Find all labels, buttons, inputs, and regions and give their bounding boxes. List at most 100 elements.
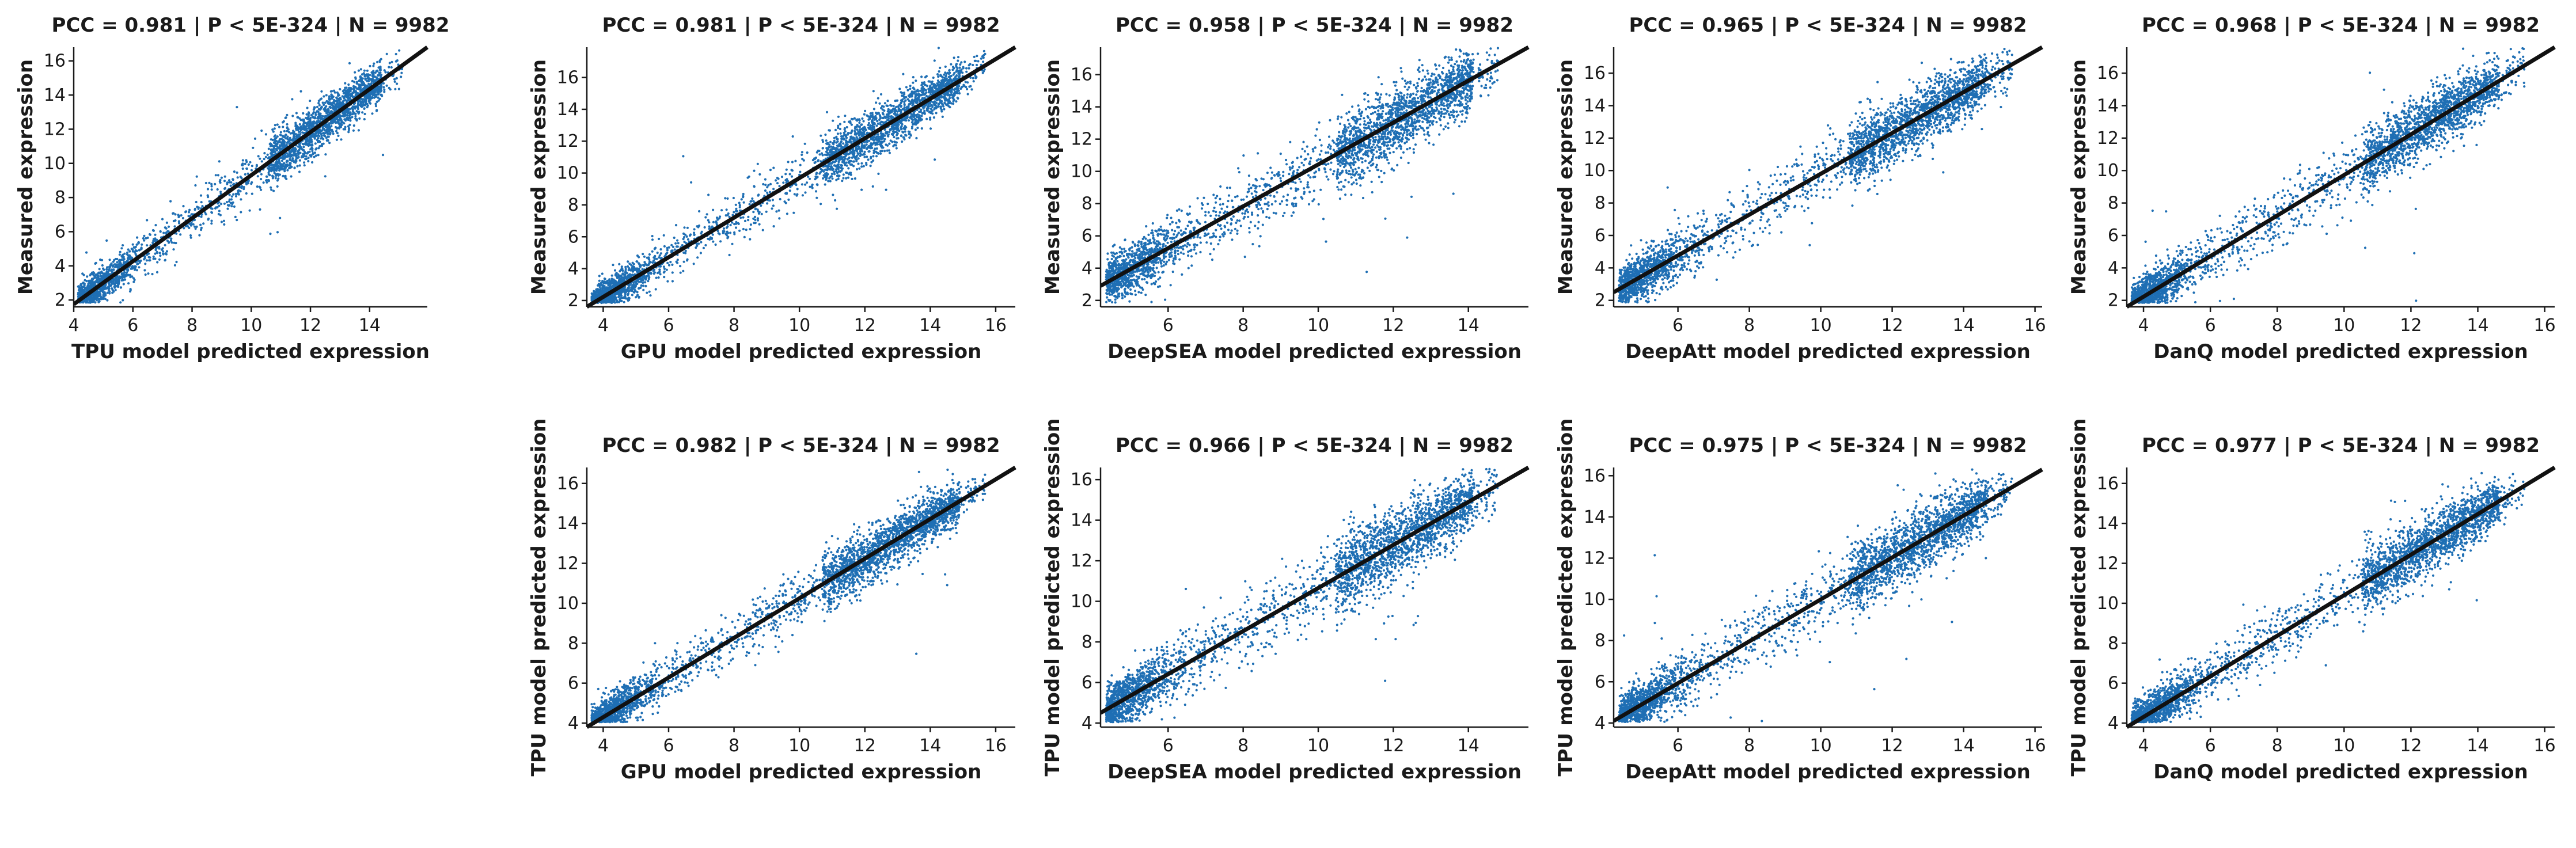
data-point bbox=[276, 231, 279, 234]
data-point bbox=[327, 135, 329, 138]
data-point bbox=[189, 234, 192, 237]
data-point bbox=[847, 161, 850, 164]
data-point bbox=[366, 79, 369, 83]
data-point bbox=[342, 100, 344, 103]
data-point bbox=[361, 73, 364, 76]
data-point bbox=[240, 177, 243, 180]
data-point bbox=[219, 178, 222, 181]
data-point bbox=[101, 272, 104, 275]
data-point bbox=[166, 239, 169, 242]
data-point bbox=[113, 258, 116, 261]
data-point bbox=[777, 209, 780, 212]
data-point bbox=[328, 142, 331, 144]
data-point bbox=[349, 119, 352, 122]
data-point bbox=[136, 263, 139, 265]
data-point bbox=[316, 105, 319, 108]
data-point bbox=[811, 183, 814, 186]
data-point bbox=[768, 199, 771, 202]
data-point bbox=[274, 142, 277, 144]
data-point bbox=[227, 179, 231, 182]
data-point bbox=[162, 250, 165, 253]
data-point bbox=[89, 273, 92, 276]
data-point bbox=[335, 138, 339, 141]
data-point bbox=[165, 221, 168, 224]
data-point bbox=[172, 248, 175, 251]
data-point bbox=[298, 170, 301, 173]
data-point bbox=[117, 278, 120, 282]
data-point bbox=[327, 108, 329, 111]
data-point bbox=[728, 215, 731, 218]
data-point bbox=[271, 144, 274, 147]
data-point bbox=[289, 158, 291, 161]
data-point bbox=[204, 213, 207, 216]
data-point bbox=[312, 120, 315, 123]
data-point bbox=[731, 221, 734, 224]
data-point bbox=[368, 101, 371, 104]
data-point bbox=[174, 213, 177, 216]
data-point bbox=[895, 147, 898, 150]
data-point bbox=[294, 121, 297, 124]
data-point bbox=[80, 286, 83, 289]
data-point bbox=[843, 162, 846, 165]
data-point bbox=[328, 95, 331, 98]
data-point bbox=[966, 88, 969, 90]
data-point bbox=[134, 252, 137, 256]
data-point bbox=[294, 133, 297, 136]
data-point bbox=[385, 84, 388, 87]
data-point bbox=[237, 189, 240, 192]
data-point bbox=[110, 262, 113, 265]
data-point bbox=[945, 73, 948, 75]
data-point bbox=[154, 237, 157, 240]
data-point bbox=[802, 159, 805, 162]
data-point bbox=[240, 198, 242, 201]
data-point bbox=[323, 95, 325, 98]
data-point bbox=[317, 100, 320, 102]
data-point bbox=[340, 138, 343, 141]
data-point bbox=[352, 129, 355, 132]
data-point bbox=[374, 96, 377, 98]
data-point bbox=[143, 234, 146, 237]
data-point bbox=[752, 217, 755, 220]
data-point bbox=[753, 222, 756, 225]
data-point bbox=[307, 157, 310, 159]
data-point bbox=[279, 144, 282, 147]
data-point bbox=[856, 124, 859, 127]
data-point bbox=[324, 115, 327, 118]
data-point bbox=[769, 182, 772, 185]
data-point bbox=[815, 172, 818, 174]
data-point bbox=[337, 103, 340, 106]
data-point bbox=[830, 172, 833, 176]
data-point bbox=[363, 75, 366, 78]
data-point bbox=[83, 282, 86, 285]
data-point bbox=[265, 181, 268, 184]
data-point bbox=[86, 298, 89, 301]
data-point bbox=[283, 130, 286, 132]
data-point bbox=[363, 69, 366, 72]
data-point bbox=[366, 102, 369, 105]
data-point bbox=[302, 155, 305, 158]
data-point bbox=[696, 256, 699, 259]
data-point bbox=[190, 221, 193, 225]
data-point bbox=[787, 161, 790, 163]
data-point bbox=[148, 259, 151, 262]
data-point bbox=[144, 263, 147, 265]
data-point bbox=[165, 231, 168, 234]
data-point bbox=[151, 241, 154, 244]
data-point bbox=[266, 153, 269, 156]
data-point bbox=[159, 230, 162, 233]
data-point bbox=[380, 58, 382, 60]
data-point bbox=[149, 233, 151, 236]
data-point bbox=[299, 130, 302, 133]
data-point bbox=[232, 178, 234, 181]
data-point bbox=[362, 88, 365, 90]
data-point bbox=[627, 265, 629, 268]
data-point bbox=[598, 279, 601, 282]
data-point bbox=[877, 133, 879, 136]
data-point bbox=[724, 232, 727, 235]
data-point bbox=[870, 157, 872, 159]
data-point bbox=[143, 239, 146, 242]
data-point bbox=[345, 117, 348, 120]
data-point bbox=[676, 239, 679, 242]
data-point bbox=[388, 62, 391, 64]
data-point bbox=[272, 130, 275, 133]
